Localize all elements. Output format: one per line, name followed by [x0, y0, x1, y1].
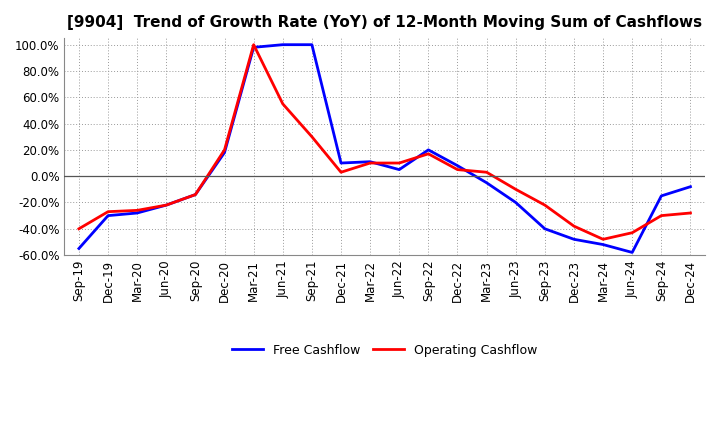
- Operating Cashflow: [366, 161, 374, 166]
- Free Cashflow: [570, 237, 578, 242]
- Free Cashflow: [366, 159, 374, 165]
- Operating Cashflow: [307, 134, 316, 139]
- Legend: Free Cashflow, Operating Cashflow: Free Cashflow, Operating Cashflow: [227, 339, 543, 362]
- Free Cashflow: [453, 163, 462, 168]
- Operating Cashflow: [220, 147, 229, 153]
- Free Cashflow: [657, 193, 666, 198]
- Operating Cashflow: [686, 210, 695, 216]
- Free Cashflow: [395, 167, 404, 172]
- Operating Cashflow: [337, 169, 346, 175]
- Operating Cashflow: [570, 224, 578, 229]
- Free Cashflow: [482, 180, 491, 185]
- Operating Cashflow: [453, 167, 462, 172]
- Operating Cashflow: [599, 237, 608, 242]
- Free Cashflow: [75, 246, 84, 251]
- Free Cashflow: [133, 210, 142, 216]
- Free Cashflow: [628, 250, 636, 255]
- Free Cashflow: [424, 147, 433, 153]
- Operating Cashflow: [424, 151, 433, 157]
- Free Cashflow: [191, 192, 199, 197]
- Operating Cashflow: [279, 101, 287, 106]
- Free Cashflow: [599, 242, 608, 247]
- Operating Cashflow: [191, 192, 199, 197]
- Operating Cashflow: [541, 202, 549, 208]
- Title: [9904]  Trend of Growth Rate (YoY) of 12-Month Moving Sum of Cashflows: [9904] Trend of Growth Rate (YoY) of 12-…: [67, 15, 702, 30]
- Operating Cashflow: [395, 161, 404, 166]
- Operating Cashflow: [657, 213, 666, 218]
- Free Cashflow: [104, 213, 112, 218]
- Operating Cashflow: [249, 42, 258, 48]
- Operating Cashflow: [511, 187, 520, 192]
- Operating Cashflow: [133, 208, 142, 213]
- Free Cashflow: [541, 226, 549, 231]
- Operating Cashflow: [628, 230, 636, 235]
- Operating Cashflow: [75, 226, 84, 231]
- Free Cashflow: [337, 161, 346, 166]
- Operating Cashflow: [162, 202, 171, 208]
- Operating Cashflow: [482, 169, 491, 175]
- Free Cashflow: [249, 45, 258, 50]
- Line: Operating Cashflow: Operating Cashflow: [79, 45, 690, 239]
- Free Cashflow: [279, 42, 287, 48]
- Free Cashflow: [511, 200, 520, 205]
- Free Cashflow: [307, 42, 316, 48]
- Free Cashflow: [162, 202, 171, 208]
- Operating Cashflow: [104, 209, 112, 214]
- Line: Free Cashflow: Free Cashflow: [79, 45, 690, 253]
- Free Cashflow: [686, 184, 695, 189]
- Free Cashflow: [220, 150, 229, 155]
